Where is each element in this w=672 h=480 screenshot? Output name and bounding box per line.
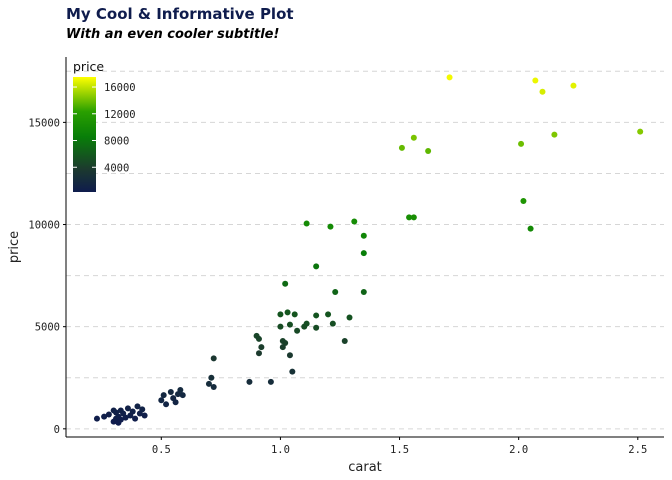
x-axis-title: carat xyxy=(348,460,382,475)
y-tick-label: 0 xyxy=(54,424,60,436)
data-point xyxy=(406,214,413,221)
data-point xyxy=(139,406,146,413)
data-point xyxy=(341,337,348,344)
axes xyxy=(65,57,664,438)
data-point xyxy=(313,312,320,319)
data-point xyxy=(551,131,558,138)
grid-lines xyxy=(66,70,664,430)
data-point xyxy=(303,220,310,227)
data-point xyxy=(282,280,289,287)
data-point xyxy=(351,218,358,225)
data-point xyxy=(141,412,148,419)
y-tick-label: 10000 xyxy=(28,220,60,232)
data-point xyxy=(360,232,367,239)
data-point xyxy=(446,74,453,81)
data-point xyxy=(332,288,339,295)
x-tick-label: 1.5 xyxy=(390,444,409,456)
data-point xyxy=(346,314,353,321)
data-point xyxy=(124,405,131,412)
chart-title: My Cool & Informative Plot xyxy=(66,5,294,23)
data-point xyxy=(167,389,174,396)
data-point xyxy=(637,128,644,135)
legend-tick-label: 8000 xyxy=(104,136,129,148)
data-point xyxy=(398,144,405,151)
data-point xyxy=(179,392,186,399)
data-point xyxy=(134,403,141,410)
y-ticks: 0 5000 10000 15000 xyxy=(28,117,66,436)
data-point xyxy=(255,335,262,342)
data-point xyxy=(246,378,253,385)
data-point xyxy=(277,311,284,318)
legend-title: price xyxy=(73,59,104,74)
data-point xyxy=(294,327,301,334)
data-point xyxy=(410,134,417,141)
y-tick-label: 5000 xyxy=(35,322,60,334)
data-point xyxy=(93,415,100,422)
data-point xyxy=(286,352,293,359)
data-point xyxy=(303,320,310,327)
data-point xyxy=(325,311,332,318)
data-point xyxy=(291,311,298,318)
data-point xyxy=(117,416,124,423)
legend-tick-label: 12000 xyxy=(104,109,136,121)
x-tick-label: 2.0 xyxy=(509,444,528,456)
y-tick-label: 15000 xyxy=(28,117,60,129)
data-point xyxy=(163,401,170,408)
legend-ticks: 16000 12000 8000 4000 xyxy=(73,82,136,174)
data-point xyxy=(177,387,184,394)
data-point xyxy=(282,340,289,347)
chart-subtitle: With an even cooler subtitle! xyxy=(66,27,280,42)
data-point xyxy=(527,225,534,232)
data-point xyxy=(286,321,293,328)
data-point xyxy=(122,414,129,421)
data-point xyxy=(520,198,527,205)
x-tick-label: 1.0 xyxy=(271,444,290,456)
data-point xyxy=(129,408,136,415)
data-points xyxy=(93,74,644,426)
data-point xyxy=(329,320,336,327)
data-point xyxy=(360,250,367,257)
y-axis-title: price xyxy=(7,231,22,263)
legend-tick-label: 16000 xyxy=(104,82,136,94)
legend-colorbar xyxy=(73,77,96,192)
data-point xyxy=(267,378,274,385)
data-point xyxy=(313,263,320,270)
color-legend: price 16000 12000 8000 4000 xyxy=(73,59,136,192)
data-point xyxy=(258,344,265,351)
data-point xyxy=(277,323,284,330)
data-point xyxy=(425,147,432,154)
data-point xyxy=(410,214,417,221)
data-point xyxy=(158,397,165,404)
data-point xyxy=(313,324,320,331)
data-point xyxy=(289,368,296,375)
data-point xyxy=(327,223,334,230)
data-point xyxy=(539,88,546,95)
data-point xyxy=(205,380,212,387)
x-ticks: 0.5 1.0 1.5 2.0 2.5 xyxy=(152,437,647,456)
data-point xyxy=(101,413,108,420)
data-point xyxy=(160,392,167,399)
data-point xyxy=(105,411,112,418)
legend-tick-label: 4000 xyxy=(104,162,129,174)
data-point xyxy=(210,383,217,390)
data-point xyxy=(208,374,215,381)
data-point xyxy=(255,350,262,357)
x-tick-label: 2.5 xyxy=(628,444,647,456)
data-point xyxy=(518,140,525,147)
data-point xyxy=(132,415,139,422)
x-tick-label: 0.5 xyxy=(152,444,171,456)
data-point xyxy=(360,288,367,295)
data-point xyxy=(210,355,217,362)
data-point xyxy=(532,77,539,84)
data-point xyxy=(172,399,179,406)
data-point xyxy=(570,82,577,89)
data-point xyxy=(284,309,291,316)
